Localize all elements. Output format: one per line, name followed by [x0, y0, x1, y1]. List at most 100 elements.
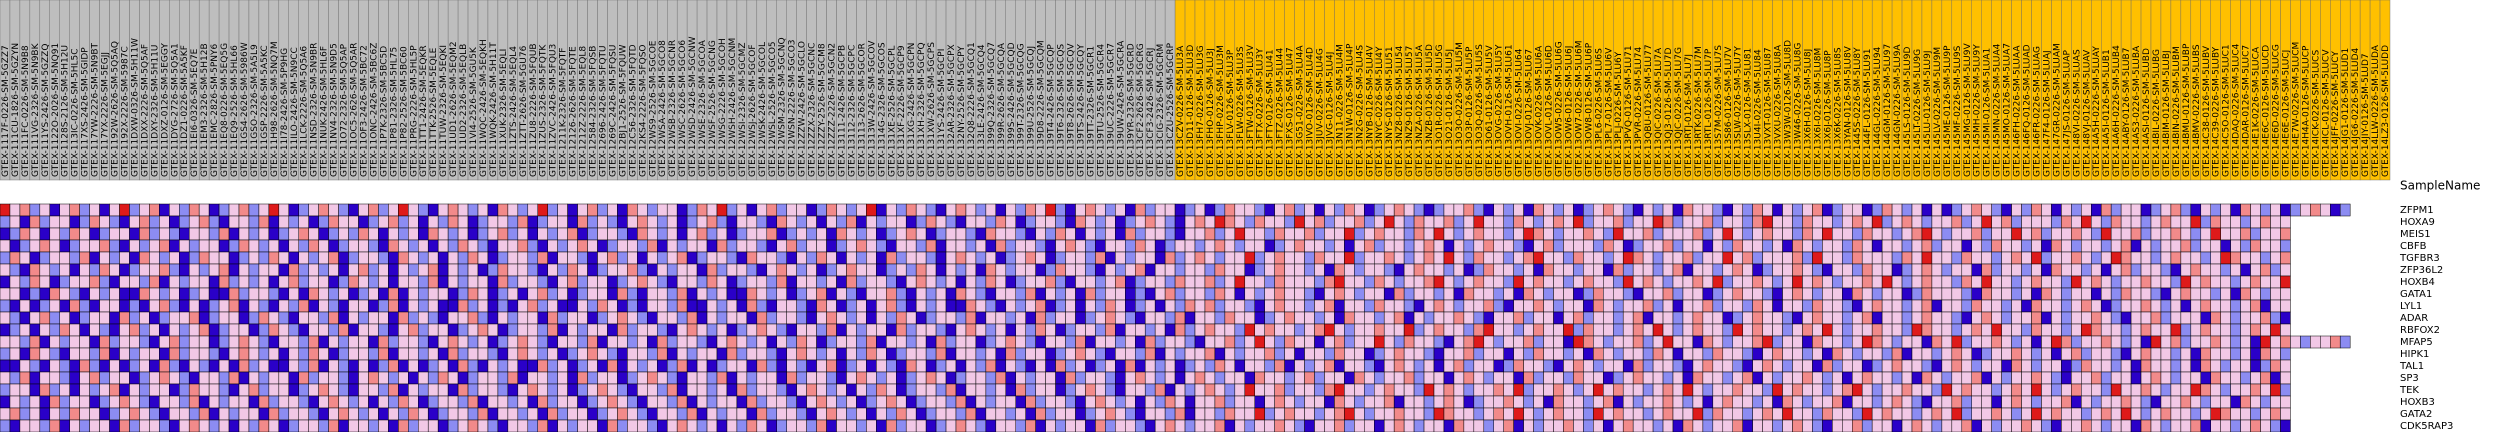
heatmap-cell — [1971, 359, 1982, 373]
heatmap-cell — [1224, 371, 1236, 385]
heatmap-cell — [2081, 419, 2092, 432]
heatmap-cell — [2190, 383, 2202, 397]
heatmap-cell — [408, 311, 419, 325]
heatmap-cell — [2021, 395, 2032, 409]
heatmap-cell — [2270, 311, 2281, 325]
heatmap-cell — [2240, 383, 2251, 397]
heatmap-cell — [975, 287, 987, 301]
heatmap-cell — [2220, 311, 2231, 325]
heatmap-cell — [1234, 287, 1246, 301]
heatmap-cell — [746, 359, 758, 373]
heatmap-cell — [1005, 407, 1017, 421]
heatmap-cell — [567, 239, 578, 253]
heatmap-cell — [427, 263, 439, 277]
heatmap-cell — [2041, 335, 2052, 349]
heatmap-cell — [1383, 239, 1395, 253]
heatmap-cell — [736, 323, 748, 337]
heatmap-cell — [826, 239, 837, 253]
heatmap-cell — [1423, 239, 1435, 253]
heatmap-cell — [2160, 419, 2172, 432]
heatmap-cell — [368, 263, 379, 277]
heatmap-cell — [1981, 287, 1992, 301]
heatmap-cell — [915, 239, 927, 253]
heatmap-cell — [527, 383, 539, 397]
heatmap-cell — [1593, 287, 1604, 301]
heatmap-cell — [945, 215, 957, 229]
heatmap-cell — [587, 419, 598, 432]
heatmap-cell — [935, 203, 947, 217]
heatmap-cell — [945, 335, 957, 349]
heatmap-cell — [298, 335, 309, 349]
heatmap-cell — [139, 395, 150, 409]
heatmap-cell — [1314, 239, 1325, 253]
heatmap-cell — [1164, 347, 1176, 361]
heatmap-cell — [1284, 407, 1295, 421]
heatmap-cell — [1622, 407, 1634, 421]
heatmap-cell — [517, 227, 529, 241]
heatmap-cell — [1174, 251, 1186, 265]
heatmap-cell — [1871, 263, 1883, 277]
heatmap-cell — [1254, 347, 1265, 361]
heatmap-cell — [2220, 203, 2231, 217]
heatmap-cell — [457, 383, 469, 397]
heatmap-cell — [507, 263, 519, 277]
heatmap-cell — [1344, 395, 1355, 409]
heatmap-cell — [248, 287, 260, 301]
heatmap-cell — [1065, 227, 1076, 241]
heatmap-cell — [836, 335, 847, 349]
heatmap-cell — [557, 323, 568, 337]
heatmap-cell — [1354, 359, 1365, 373]
heatmap-cell — [1194, 275, 1206, 289]
heatmap-cell — [786, 311, 797, 325]
sample-label: GTEX-13PVR-0226-SM-5LU74 — [1634, 47, 1644, 177]
heatmap-cell — [69, 383, 80, 397]
sample-label: GTEX-146FH-0226-SM-5LUAA — [2013, 45, 2023, 177]
heatmap-cell — [59, 299, 70, 313]
heatmap-cell — [1274, 287, 1285, 301]
heatmap-cell — [2091, 383, 2102, 397]
heatmap-cell — [179, 323, 190, 337]
heatmap-cell — [776, 203, 787, 217]
heatmap-cell — [1712, 275, 1724, 289]
heatmap-cell — [896, 347, 907, 361]
heatmap-cell — [1692, 263, 1704, 277]
heatmap-cell — [2110, 419, 2122, 432]
heatmap-cell — [637, 335, 648, 349]
heatmap-cell — [308, 323, 319, 337]
heatmap-cell — [935, 311, 947, 325]
heatmap-cell — [1712, 227, 1724, 241]
heatmap-cell — [965, 323, 977, 337]
heatmap-cell — [1144, 203, 1156, 217]
heatmap-cell — [1861, 203, 1873, 217]
heatmap-cell — [1324, 203, 1335, 217]
heatmap-cell — [338, 287, 349, 301]
heatmap-cell — [1563, 419, 1574, 432]
heatmap-cell — [796, 299, 807, 313]
heatmap-cell — [348, 419, 359, 432]
heatmap-cell — [1115, 383, 1126, 397]
sample-label: GTEX-148VI-0226-SM-5LUAS — [2072, 49, 2082, 177]
heatmap-cell — [617, 371, 628, 385]
heatmap-cell — [29, 203, 41, 217]
heatmap-cell — [587, 371, 598, 385]
heatmap-cell — [507, 311, 519, 325]
heatmap-cell — [2180, 215, 2192, 229]
heatmap-cell — [2061, 215, 2072, 229]
heatmap-cell — [2071, 275, 2082, 289]
heatmap-cell — [517, 287, 529, 301]
heatmap-cell — [1135, 275, 1146, 289]
heatmap-cell — [1174, 227, 1186, 241]
heatmap-cell — [836, 299, 847, 313]
heatmap-cell — [1483, 335, 1494, 349]
heatmap-cell — [796, 311, 807, 325]
heatmap-cell — [1483, 203, 1494, 217]
heatmap-cell — [1413, 263, 1425, 277]
heatmap-cell — [1035, 239, 1046, 253]
heatmap-cell — [1642, 215, 1654, 229]
heatmap-cell — [238, 395, 250, 409]
heatmap-cell — [1563, 263, 1574, 277]
heatmap-cell — [647, 347, 658, 361]
heatmap-cell — [1443, 215, 1455, 229]
heatmap-cell — [876, 359, 887, 373]
heatmap-cell — [1344, 263, 1355, 277]
